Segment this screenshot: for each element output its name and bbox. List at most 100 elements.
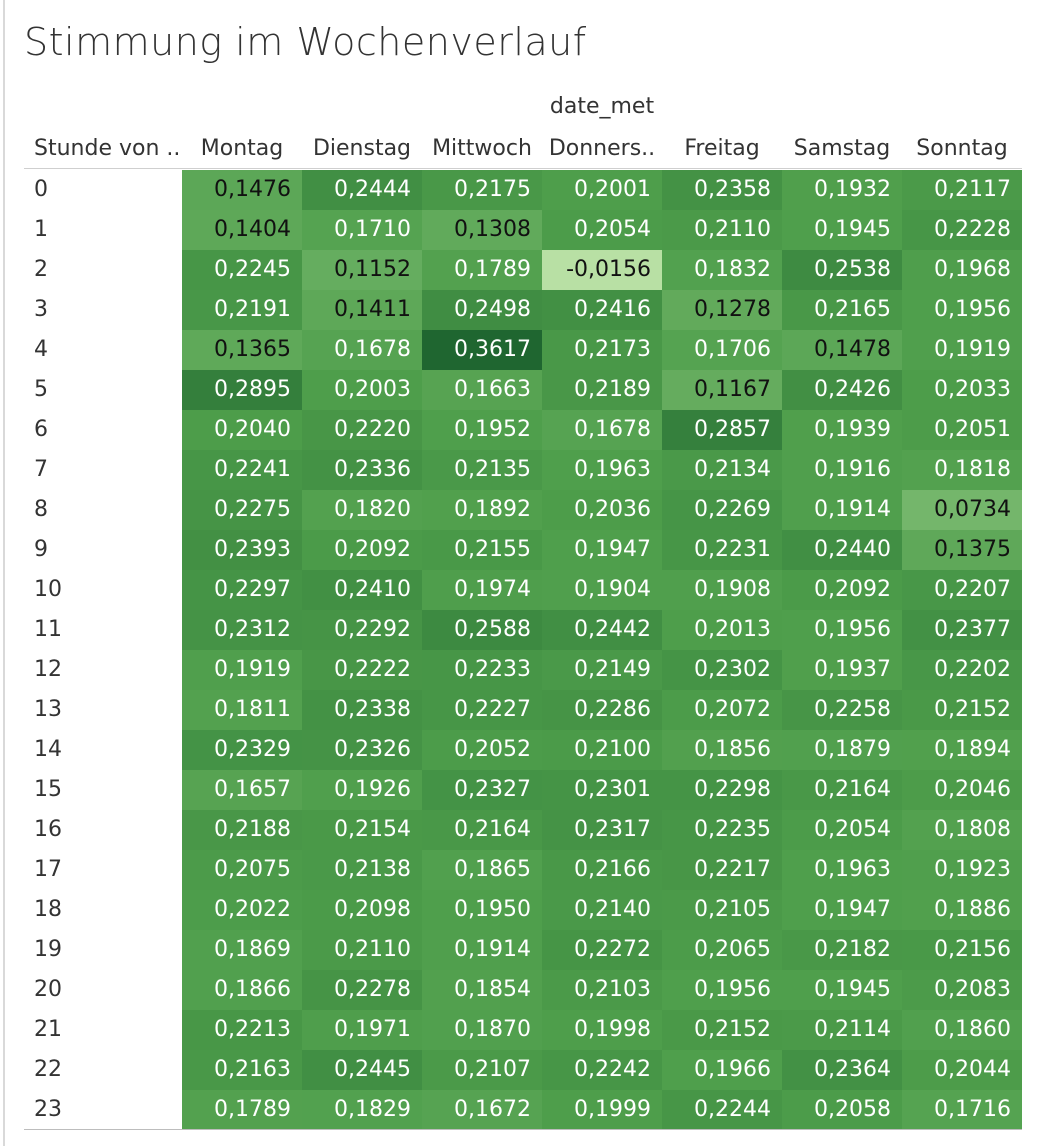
heatmap-cell[interactable]: 0,2105 bbox=[662, 890, 782, 930]
heatmap-cell[interactable]: 0,1923 bbox=[902, 850, 1022, 890]
heatmap-cell[interactable]: 0,2217 bbox=[662, 850, 782, 890]
heatmap-cell[interactable]: 0,1971 bbox=[302, 1010, 422, 1050]
heatmap-cell[interactable]: 0,1678 bbox=[302, 330, 422, 370]
heatmap-cell[interactable]: 0,1789 bbox=[182, 1090, 302, 1130]
heatmap-cell[interactable]: -0,0156 bbox=[542, 250, 662, 290]
heatmap-cell[interactable]: 0,2442 bbox=[542, 610, 662, 650]
heatmap-cell[interactable]: 0,2213 bbox=[182, 1010, 302, 1050]
heatmap-cell[interactable]: 0,2044 bbox=[902, 1050, 1022, 1090]
heatmap-cell[interactable]: 0,2317 bbox=[542, 810, 662, 850]
heatmap-cell[interactable]: 0,1879 bbox=[782, 730, 902, 770]
heatmap-cell[interactable]: 0,2327 bbox=[422, 770, 542, 810]
heatmap-cell[interactable]: 0,2058 bbox=[782, 1090, 902, 1130]
heatmap-cell[interactable]: 0,2275 bbox=[182, 490, 302, 530]
heatmap-cell[interactable]: 0,1919 bbox=[182, 650, 302, 690]
heatmap-cell[interactable]: 0,2036 bbox=[542, 490, 662, 530]
heatmap-cell[interactable]: 0,1947 bbox=[782, 890, 902, 930]
heatmap-cell[interactable]: 0,2444 bbox=[302, 170, 422, 210]
heatmap-cell[interactable]: 0,1916 bbox=[782, 450, 902, 490]
heatmap-cell[interactable]: 0,1937 bbox=[782, 650, 902, 690]
heatmap-cell[interactable]: 0,1892 bbox=[422, 490, 542, 530]
heatmap-cell[interactable]: 0,2092 bbox=[302, 530, 422, 570]
heatmap-cell[interactable]: 0,2440 bbox=[782, 530, 902, 570]
heatmap-cell[interactable]: 0,2358 bbox=[662, 170, 782, 210]
heatmap-cell[interactable]: 0,1952 bbox=[422, 410, 542, 450]
heatmap-cell[interactable]: 0,1375 bbox=[902, 530, 1022, 570]
heatmap-cell[interactable]: 0,2222 bbox=[302, 650, 422, 690]
heatmap-cell[interactable]: 0,1914 bbox=[422, 930, 542, 970]
heatmap-cell[interactable]: 0,1678 bbox=[542, 410, 662, 450]
heatmap-cell[interactable]: 0,2228 bbox=[902, 210, 1022, 250]
heatmap-cell[interactable]: 0,1966 bbox=[662, 1050, 782, 1090]
heatmap-cell[interactable]: 0,1411 bbox=[302, 290, 422, 330]
heatmap-cell[interactable]: 0,1945 bbox=[782, 970, 902, 1010]
heatmap-cell[interactable]: 0,1820 bbox=[302, 490, 422, 530]
heatmap-cell[interactable]: 0,2278 bbox=[302, 970, 422, 1010]
heatmap-cell[interactable]: 0,2054 bbox=[542, 210, 662, 250]
heatmap-cell[interactable]: 0,2188 bbox=[182, 810, 302, 850]
heatmap-cell[interactable]: 0,2110 bbox=[662, 210, 782, 250]
heatmap-cell[interactable]: 0,1152 bbox=[302, 250, 422, 290]
heatmap-cell[interactable]: 0,2242 bbox=[542, 1050, 662, 1090]
heatmap-cell[interactable]: 0,2298 bbox=[662, 770, 782, 810]
heatmap-cell[interactable]: 0,1854 bbox=[422, 970, 542, 1010]
heatmap-cell[interactable]: 0,2895 bbox=[182, 370, 302, 410]
heatmap-cell[interactable]: 0,2338 bbox=[302, 690, 422, 730]
heatmap-cell[interactable]: 0,2227 bbox=[422, 690, 542, 730]
heatmap-cell[interactable]: 0,1963 bbox=[542, 450, 662, 490]
heatmap-cell[interactable]: 0,2272 bbox=[542, 930, 662, 970]
heatmap-cell[interactable]: 0,2258 bbox=[782, 690, 902, 730]
heatmap-cell[interactable]: 0,2083 bbox=[902, 970, 1022, 1010]
heatmap-cell[interactable]: 0,1999 bbox=[542, 1090, 662, 1130]
heatmap-cell[interactable]: 0,1904 bbox=[542, 570, 662, 610]
heatmap-cell[interactable]: 0,1869 bbox=[182, 930, 302, 970]
heatmap-cell[interactable]: 0,2445 bbox=[302, 1050, 422, 1090]
heatmap-cell[interactable]: 0,1365 bbox=[182, 330, 302, 370]
heatmap-cell[interactable]: 0,1663 bbox=[422, 370, 542, 410]
heatmap-cell[interactable]: 0,2233 bbox=[422, 650, 542, 690]
heatmap-cell[interactable]: 0,2336 bbox=[302, 450, 422, 490]
heatmap-cell[interactable]: 0,2235 bbox=[662, 810, 782, 850]
heatmap-cell[interactable]: 0,1404 bbox=[182, 210, 302, 250]
heatmap-cell[interactable]: 0,2163 bbox=[182, 1050, 302, 1090]
heatmap-cell[interactable]: 0,2191 bbox=[182, 290, 302, 330]
column-header[interactable]: Samstag bbox=[793, 136, 891, 161]
heatmap-cell[interactable]: 0,1945 bbox=[782, 210, 902, 250]
heatmap-cell[interactable]: 0,2054 bbox=[782, 810, 902, 850]
heatmap-cell[interactable]: 0,2175 bbox=[422, 170, 542, 210]
heatmap-cell[interactable]: 0,1808 bbox=[902, 810, 1022, 850]
column-field-label[interactable]: date_met bbox=[549, 94, 655, 119]
heatmap-cell[interactable]: 0,1956 bbox=[662, 970, 782, 1010]
heatmap-cell[interactable]: 0,2312 bbox=[182, 610, 302, 650]
heatmap-cell[interactable]: 0,2114 bbox=[782, 1010, 902, 1050]
heatmap-cell[interactable]: 0,1870 bbox=[422, 1010, 542, 1050]
heatmap-cell[interactable]: 0,2173 bbox=[542, 330, 662, 370]
heatmap-cell[interactable]: 0,2241 bbox=[182, 450, 302, 490]
heatmap-cell[interactable]: 0,1278 bbox=[662, 290, 782, 330]
heatmap-cell[interactable]: 0,1963 bbox=[782, 850, 902, 890]
heatmap-cell[interactable]: 0,2138 bbox=[302, 850, 422, 890]
heatmap-cell[interactable]: 0,2165 bbox=[782, 290, 902, 330]
heatmap-cell[interactable]: 0,2326 bbox=[302, 730, 422, 770]
heatmap-cell[interactable]: 0,1974 bbox=[422, 570, 542, 610]
heatmap-cell[interactable]: 0,1886 bbox=[902, 890, 1022, 930]
heatmap-cell[interactable]: 0,2033 bbox=[902, 370, 1022, 410]
heatmap-cell[interactable]: 0,2110 bbox=[302, 930, 422, 970]
heatmap-cell[interactable]: 0,2164 bbox=[782, 770, 902, 810]
heatmap-cell[interactable]: 0,2857 bbox=[662, 410, 782, 450]
heatmap-cell[interactable]: 0,2292 bbox=[302, 610, 422, 650]
heatmap-cell[interactable]: 0,1894 bbox=[902, 730, 1022, 770]
heatmap-cell[interactable]: 0,1829 bbox=[302, 1090, 422, 1130]
heatmap-cell[interactable]: 0,2103 bbox=[542, 970, 662, 1010]
heatmap-cell[interactable]: 0,1167 bbox=[662, 370, 782, 410]
heatmap-cell[interactable]: 0,1706 bbox=[662, 330, 782, 370]
heatmap-cell[interactable]: 0,2156 bbox=[902, 930, 1022, 970]
heatmap-cell[interactable]: 0,1308 bbox=[422, 210, 542, 250]
heatmap-cell[interactable]: 0,2001 bbox=[542, 170, 662, 210]
heatmap-cell[interactable]: 0,2154 bbox=[302, 810, 422, 850]
heatmap-cell[interactable]: 0,2065 bbox=[662, 930, 782, 970]
heatmap-cell[interactable]: 0,1956 bbox=[902, 290, 1022, 330]
heatmap-cell[interactable]: 0,2152 bbox=[902, 690, 1022, 730]
heatmap-cell[interactable]: 0,2072 bbox=[662, 690, 782, 730]
column-header[interactable]: Mittwoch bbox=[432, 136, 532, 161]
